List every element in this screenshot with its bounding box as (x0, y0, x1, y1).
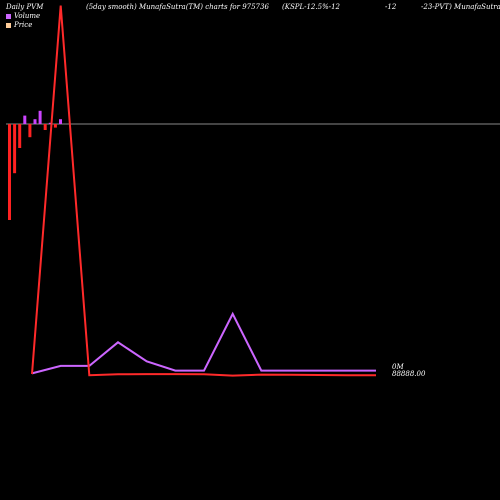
legend-price-label: Price (14, 21, 33, 29)
volume-series-line (31, 311, 376, 375)
chart-title-part-5: -23-PVT) MunafaSutra (421, 3, 500, 11)
axis-label-volume: 0M (392, 363, 404, 371)
chart-title-part-4: -12 (385, 3, 397, 11)
chart-title-part-1: Daily PVM (6, 3, 44, 11)
price-series-line (31, 5, 376, 377)
pvm-bar (38, 110, 42, 124)
pvm-bar (43, 124, 47, 130)
axis-label-price: 88888.00 (392, 370, 426, 378)
legend-price-swatch (6, 22, 11, 28)
chart-title-part-2: (5day smooth) MunafaSutra(TM) charts for… (86, 3, 269, 11)
legend-volume: Volume (6, 12, 40, 20)
pvm-bar (23, 115, 27, 124)
chart-title-part-3: (KSPL-12.5%-12 (282, 3, 340, 11)
pvm-bar (18, 124, 22, 148)
pvm-bar (33, 119, 37, 124)
legend-volume-label: Volume (14, 12, 41, 20)
pvm-bar (53, 124, 57, 128)
pvm-bar (59, 119, 62, 124)
pvm-bar (48, 122, 52, 124)
legend-price: Price (6, 21, 32, 29)
legend-volume-swatch (6, 13, 11, 19)
pvm-bar (28, 124, 32, 138)
pvm-bar (13, 124, 17, 174)
pvm-bar (8, 124, 11, 220)
